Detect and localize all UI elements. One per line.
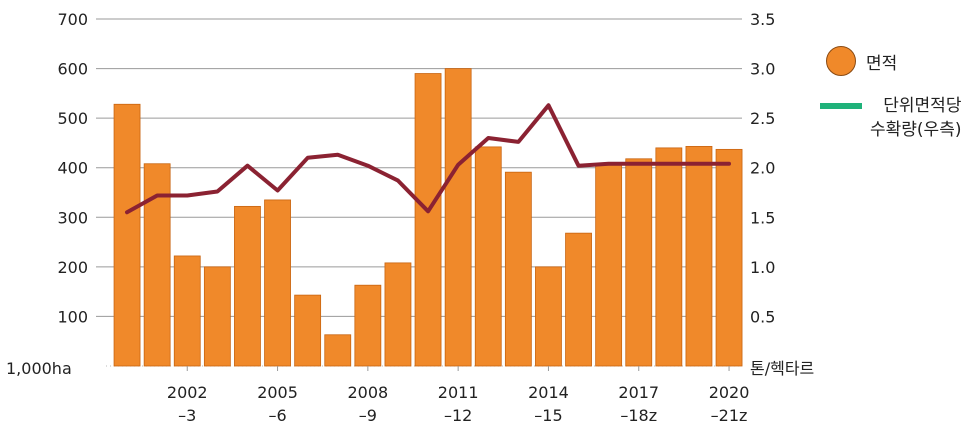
- yield-legend-label-line1: 단위면적당: [883, 96, 962, 116]
- axis-layer: 100 0.5 200 1.0 300 1.5 400 2.0 500 2.5 600 3.0 700 3…: [6, 10, 814, 425]
- left-tick-label: 600: [57, 60, 88, 79]
- bar: [595, 164, 623, 367]
- bar: [324, 334, 352, 367]
- bar: [565, 232, 592, 367]
- left-tick-label: 100: [57, 307, 88, 326]
- x-tick-label: 2005: [257, 383, 298, 402]
- line-layer: [125, 103, 731, 215]
- bar: [625, 158, 653, 367]
- bar: [294, 294, 322, 367]
- bar: [685, 145, 713, 367]
- x-tick-label-sub: –21z: [711, 406, 748, 425]
- bar: [444, 68, 472, 367]
- bar: [203, 266, 231, 367]
- x-tick-label-sub: –12: [444, 406, 472, 425]
- x-tick-label: 2011: [438, 383, 479, 402]
- legend-area: 면적: [812, 46, 962, 76]
- bar: [173, 255, 201, 367]
- yield-legend-label-line2: 수확량(우측): [870, 120, 962, 140]
- x-tick-label: 2014: [528, 383, 569, 402]
- bar: [113, 103, 141, 367]
- bar: [715, 148, 743, 367]
- x-tick-label-sub: –15: [534, 406, 562, 425]
- x-tick-label: 2020: [709, 383, 750, 402]
- left-tick-label: 700: [57, 10, 88, 29]
- x-tick-label-sub: –3: [178, 406, 196, 425]
- x-tick-label: 2008: [347, 383, 388, 402]
- right-tick-label: 1.5: [750, 208, 775, 227]
- left-axis-unit: 1,000ha: [6, 359, 72, 378]
- right-tick-label: 2.5: [750, 109, 775, 128]
- bar: [414, 73, 442, 367]
- right-tick-label: 3.5: [750, 10, 775, 29]
- yield-line: [125, 103, 731, 215]
- area-legend-label: 면적: [866, 53, 898, 74]
- left-tick-label: 500: [57, 109, 88, 128]
- right-tick-label: 0.5: [750, 307, 775, 326]
- bar: [384, 262, 412, 367]
- bar: [234, 205, 261, 367]
- x-tick-label-sub: –6: [268, 406, 286, 425]
- x-tick-label-sub: –9: [359, 406, 377, 425]
- bar: [354, 284, 382, 367]
- right-axis-unit: 톤/헥타르: [750, 359, 814, 378]
- bar: [264, 199, 291, 367]
- x-tick-label: 2002: [167, 383, 208, 402]
- yield-legend-swatch: [820, 103, 862, 109]
- bar: [474, 146, 502, 367]
- x-tick-label-sub: –18z: [620, 406, 657, 425]
- bar: [655, 147, 683, 367]
- right-tick-label: 3.0: [750, 60, 775, 79]
- bar: [535, 266, 562, 367]
- x-tick-label: 2017: [618, 383, 659, 402]
- left-tick-label: 200: [57, 258, 88, 277]
- left-tick-label: 400: [57, 159, 88, 178]
- left-tick-label: 300: [57, 208, 88, 227]
- right-tick-label: 2.0: [750, 159, 775, 178]
- legend: 면적 단위면적당 수확량(우측): [812, 46, 962, 142]
- legend-yield: 단위면적당 수확량(우측): [812, 94, 962, 142]
- area-legend-swatch: [826, 46, 856, 76]
- right-tick-label: 1.0: [750, 258, 775, 277]
- bar: [504, 171, 532, 367]
